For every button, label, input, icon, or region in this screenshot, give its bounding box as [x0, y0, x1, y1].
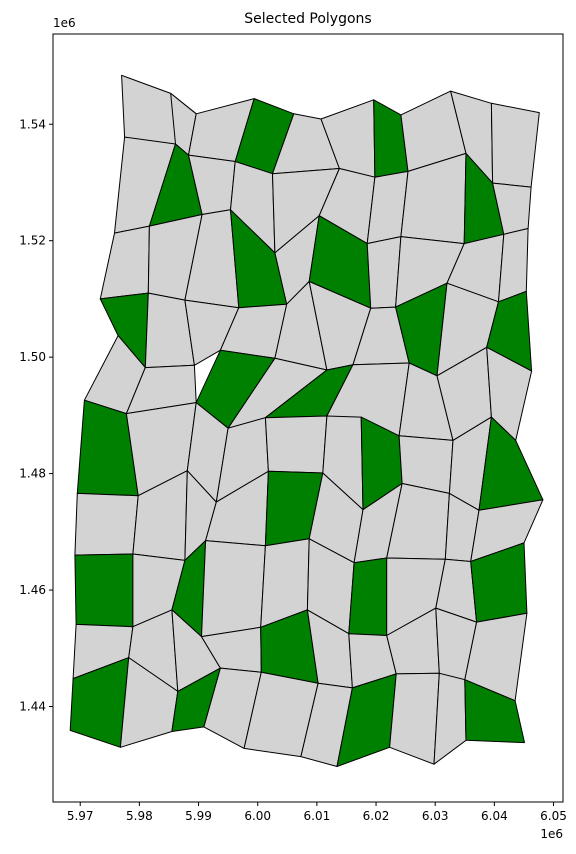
selected-polygon-69 [74, 553, 134, 628]
polygon-59 [74, 492, 139, 556]
chart-title: Selected Polygons [244, 11, 371, 27]
y-tick-label: 1.50 [19, 350, 46, 364]
x-tick-label: 6.04 [481, 809, 508, 823]
x-tick-label: 6.02 [363, 809, 390, 823]
x-tick-label: 5.99 [185, 809, 212, 823]
y-tick-label: 1.44 [19, 700, 46, 714]
polygon-layer [69, 74, 544, 767]
x-tick-label: 5.97 [67, 809, 94, 823]
y-tick-label: 1.46 [19, 583, 46, 597]
y-offset-label: 1e6 [53, 16, 76, 30]
selected-polygon-75 [348, 557, 388, 636]
x-tick-label: 5.98 [126, 809, 153, 823]
x-tick-label: 6.05 [540, 809, 567, 823]
polygon-97 [433, 672, 467, 765]
y-axis: 1.44 1.46 1.48 1.50 1.52 1.54 [19, 117, 53, 714]
x-tick-label: 6.03 [422, 809, 449, 823]
y-tick-label: 1.54 [19, 117, 46, 131]
polygon-72 [201, 540, 266, 638]
axes-frame [52, 33, 564, 803]
x-offset-label: 1e6 [540, 827, 563, 841]
x-axis: 5.97 5.98 5.99 6.00 6.01 6.02 6.03 6.04 6.05 [67, 802, 567, 823]
selected-polygon-6 [373, 99, 409, 178]
x-tick-label: 6.01 [304, 809, 331, 823]
polygon-96 [389, 672, 440, 765]
polygon-9 [490, 102, 540, 188]
y-tick-label: 1.52 [19, 234, 46, 248]
y-tick-label: 1.48 [19, 467, 46, 481]
polygon-29 [498, 228, 529, 303]
selected-polygon-98 [464, 679, 525, 744]
polygon-20 [99, 225, 150, 300]
x-tick-label: 6.00 [244, 809, 271, 823]
polygon-53 [264, 415, 328, 474]
